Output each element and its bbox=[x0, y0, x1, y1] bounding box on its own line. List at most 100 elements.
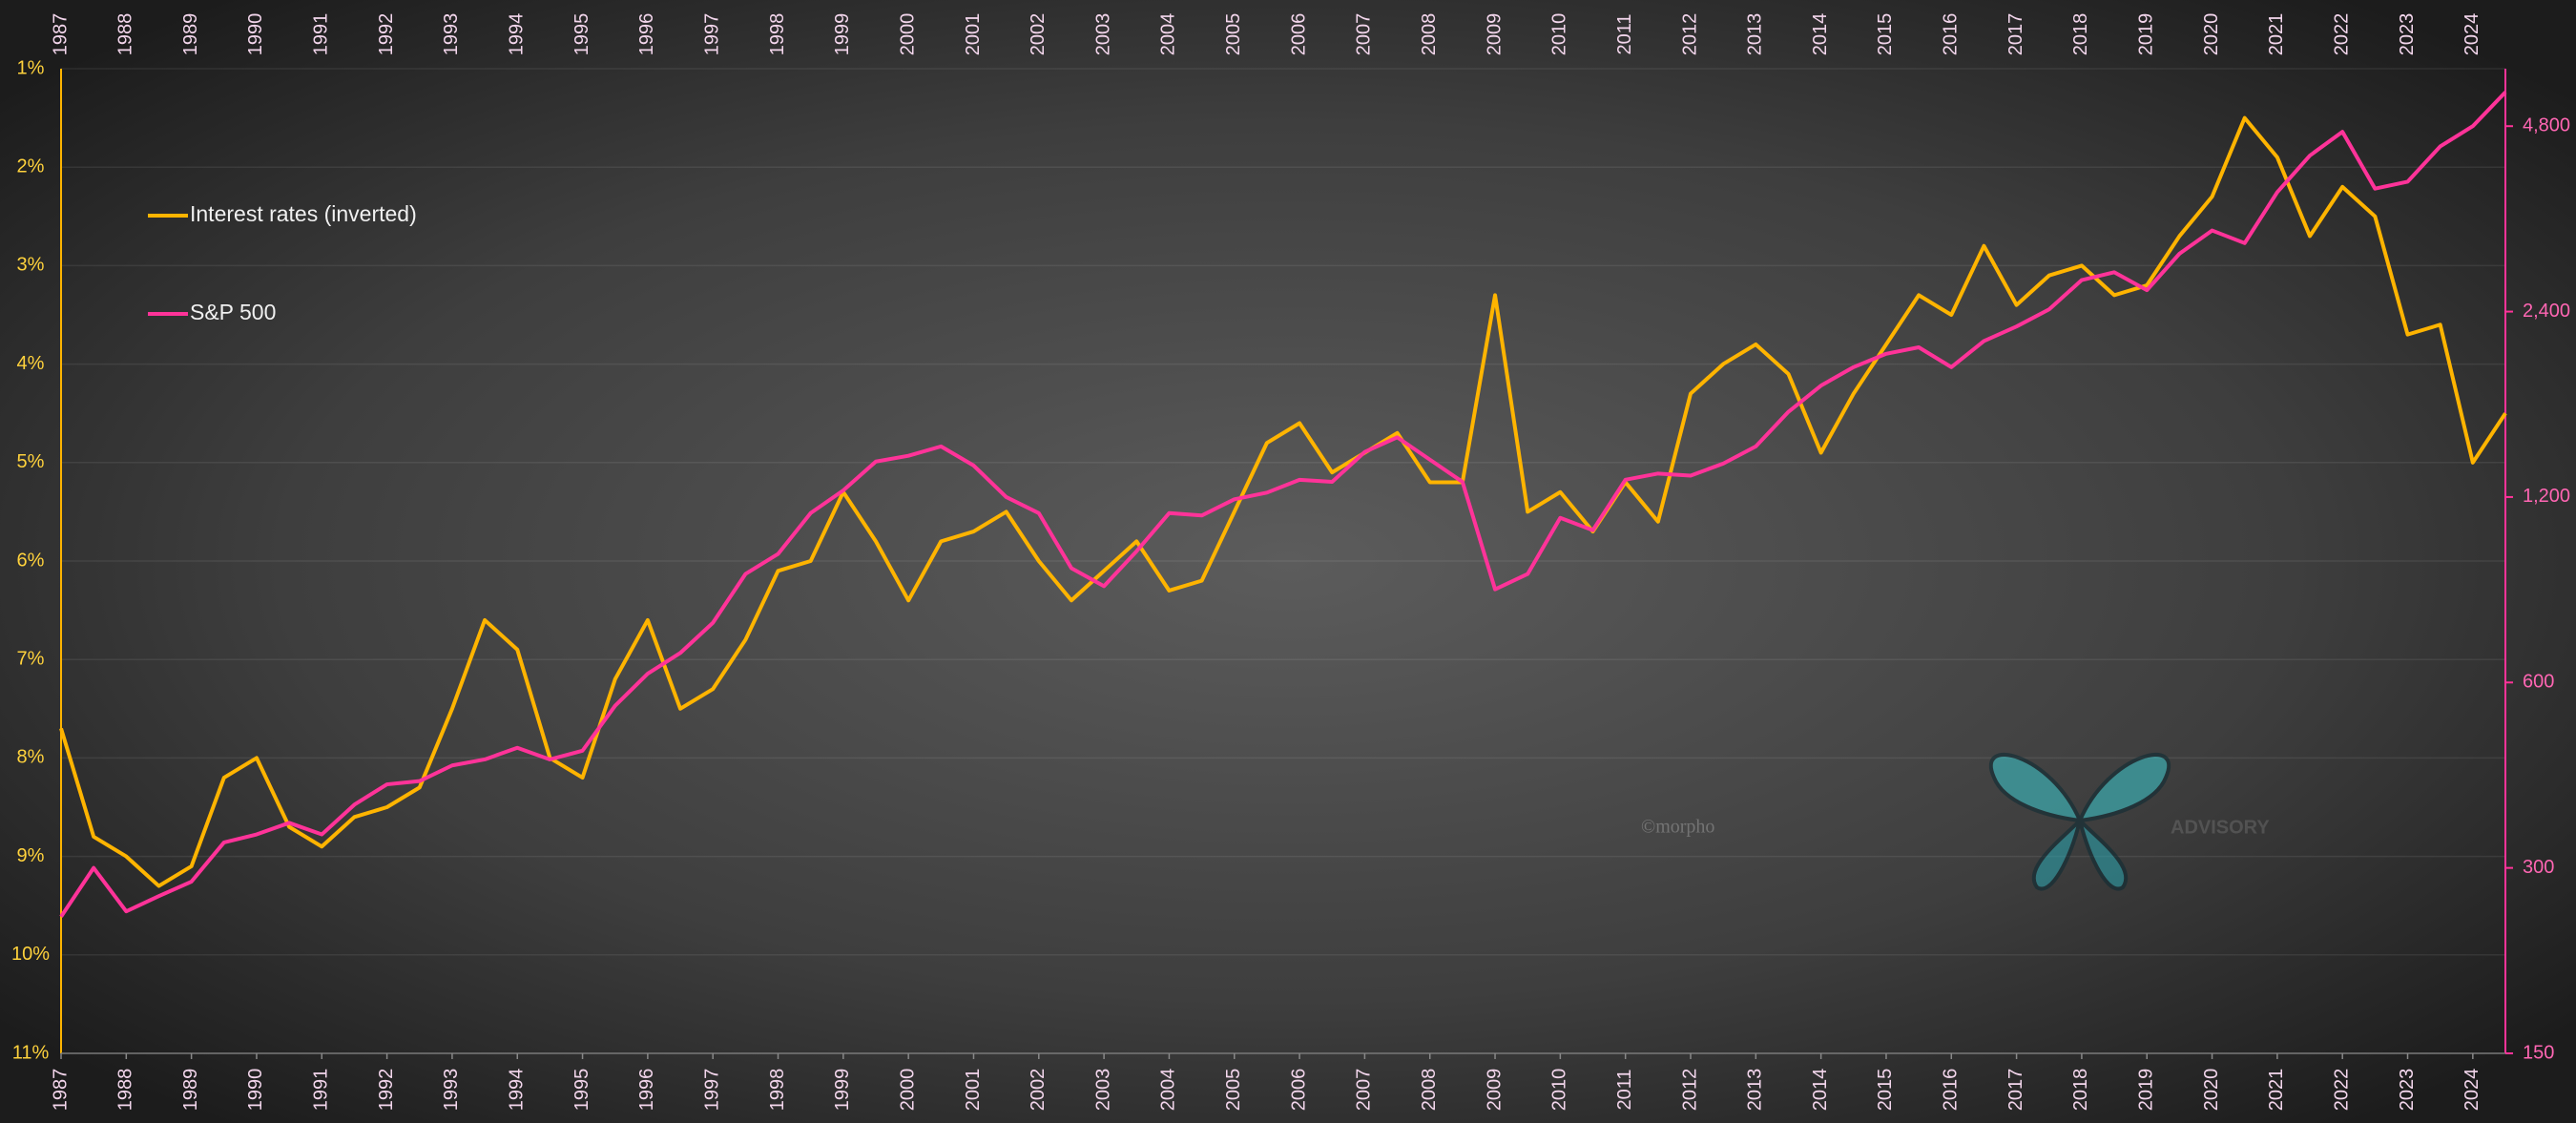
x-tick-label: 2023 bbox=[2397, 1069, 2418, 1112]
x-tick-label: 2000 bbox=[897, 13, 918, 56]
x-tick-label: 2006 bbox=[1288, 1069, 1309, 1112]
x-tick-label: 1995 bbox=[571, 1069, 592, 1112]
x-tick-label: 1988 bbox=[115, 1069, 136, 1112]
x-tick-label: 1989 bbox=[180, 1069, 201, 1112]
butterfly-logo bbox=[1988, 753, 2171, 891]
x-tick-label: 1991 bbox=[311, 1069, 332, 1112]
x-tick-label: 2017 bbox=[2005, 1069, 2026, 1112]
x-tick-label: 2009 bbox=[1484, 13, 1505, 56]
y-tick-label: 4% bbox=[17, 353, 45, 374]
y-tick-label: 11% bbox=[12, 1042, 50, 1063]
x-tick-label: 2015 bbox=[1875, 1069, 1896, 1112]
plot-area: 1% 2% 3% 4% 5% 6% 7% 8% 9% 10% 11% 150 300 600 1,200 2,… bbox=[11, 13, 2570, 1112]
x-tick-label: 1990 bbox=[245, 13, 266, 56]
series-line bbox=[59, 91, 2507, 918]
x-tick-label: 2014 bbox=[1810, 13, 1831, 56]
x-tick-label: 2018 bbox=[2070, 1069, 2091, 1112]
y2-tick-label: 4,800 bbox=[2523, 115, 2570, 136]
x-tick-label: 2015 bbox=[1875, 13, 1896, 56]
legend-label: S&P 500 bbox=[190, 300, 276, 324]
x-tick-label: 2011 bbox=[1614, 1069, 1635, 1110]
x-tick-label: 2011 bbox=[1614, 13, 1635, 54]
x-tick-label: 1998 bbox=[767, 13, 788, 56]
x-tick-label: 2018 bbox=[2070, 13, 2091, 56]
x-tick-label: 2008 bbox=[1419, 13, 1440, 56]
x-tick-label: 2006 bbox=[1288, 13, 1309, 56]
watermark-text: ©morpho bbox=[1641, 817, 1714, 838]
y-tick-label: 1% bbox=[17, 57, 45, 78]
x-tick-label: 1990 bbox=[245, 1069, 266, 1112]
x-tick-label: 1999 bbox=[832, 1069, 853, 1112]
x-tick-label: 1994 bbox=[507, 13, 528, 56]
y2-tick-label: 2,400 bbox=[2523, 301, 2570, 322]
y2-tick-label: 600 bbox=[2523, 672, 2554, 693]
x-tick-label: 2012 bbox=[1679, 1069, 1700, 1112]
x-tick-label: 1993 bbox=[441, 13, 462, 56]
y2-tick-label: 150 bbox=[2523, 1042, 2554, 1063]
x-tick-label: 2020 bbox=[2201, 13, 2222, 56]
x-tick-label: 2009 bbox=[1484, 1069, 1505, 1112]
x-tick-label: 1997 bbox=[701, 1069, 722, 1112]
legend-label: Interest rates (inverted) bbox=[190, 201, 417, 226]
x-tick-label: 2005 bbox=[1223, 13, 1244, 56]
y2-tick-label: 1,200 bbox=[2523, 486, 2570, 507]
x-tick-label: 2014 bbox=[1810, 1069, 1831, 1112]
x-tick-label: 2019 bbox=[2136, 1069, 2157, 1112]
x-tick-label: 1987 bbox=[50, 13, 71, 56]
x-tick-label: 2021 bbox=[2266, 1069, 2287, 1112]
series-line bbox=[59, 115, 2507, 888]
x-tick-label: 1992 bbox=[376, 1069, 397, 1112]
x-tick-label: 2010 bbox=[1549, 13, 1570, 56]
x-tick-label: 2024 bbox=[2462, 1069, 2483, 1112]
x-tick-label: 2020 bbox=[2201, 1069, 2222, 1112]
y-tick-label: 10% bbox=[11, 944, 50, 965]
x-tick-label: 2022 bbox=[2331, 1069, 2352, 1112]
x-tick-label: 2008 bbox=[1419, 1069, 1440, 1112]
x-tick-label: 2001 bbox=[963, 13, 984, 56]
y-tick-label: 7% bbox=[17, 648, 45, 669]
x-tick-label: 2002 bbox=[1028, 1069, 1049, 1112]
y-tick-label: 5% bbox=[17, 451, 45, 472]
x-tick-label: 2004 bbox=[1158, 1069, 1179, 1112]
x-tick-label: 2021 bbox=[2266, 13, 2287, 56]
x-tick-label: 1996 bbox=[636, 13, 657, 56]
x-tick-label: 1989 bbox=[180, 13, 201, 56]
x-tick-label: 2010 bbox=[1549, 1069, 1570, 1112]
x-tick-label: 2019 bbox=[2136, 13, 2157, 56]
x-tick-label: 2003 bbox=[1092, 1069, 1113, 1112]
x-tick-label: 2013 bbox=[1745, 1069, 1766, 1112]
x-tick-label: 2005 bbox=[1223, 1069, 1244, 1112]
x-tick-label: 2012 bbox=[1679, 13, 1700, 56]
y-tick-label: 3% bbox=[17, 255, 45, 276]
x-tick-label: 1991 bbox=[311, 13, 332, 56]
x-tick-label: 1988 bbox=[115, 13, 136, 56]
x-tick-label: 2016 bbox=[1941, 13, 1962, 56]
x-tick-label: 2017 bbox=[2005, 13, 2026, 56]
x-tick-label: 2023 bbox=[2397, 13, 2418, 56]
y-tick-label: 8% bbox=[17, 747, 45, 768]
y2-tick-label: 300 bbox=[2523, 857, 2554, 878]
x-tick-label: 2024 bbox=[2462, 13, 2483, 56]
x-tick-label: 2004 bbox=[1158, 13, 1179, 56]
x-tick-label: 1996 bbox=[636, 1069, 657, 1112]
x-tick-label: 1994 bbox=[507, 1069, 528, 1112]
watermark-text: ADVISORY bbox=[2171, 817, 2270, 838]
x-tick-label: 2022 bbox=[2331, 13, 2352, 56]
x-tick-label: 1992 bbox=[376, 13, 397, 56]
x-tick-label: 2007 bbox=[1354, 1069, 1375, 1112]
x-tick-label: 1997 bbox=[701, 13, 722, 56]
y-tick-label: 6% bbox=[17, 550, 45, 571]
x-tick-label: 2016 bbox=[1941, 1069, 1962, 1112]
y-tick-label: 2% bbox=[17, 156, 45, 177]
x-tick-label: 2002 bbox=[1028, 13, 1049, 56]
x-tick-label: 2001 bbox=[963, 1069, 984, 1112]
x-tick-label: 1999 bbox=[832, 13, 853, 56]
x-tick-label: 2003 bbox=[1092, 13, 1113, 56]
x-tick-label: 1987 bbox=[50, 1069, 71, 1112]
x-tick-label: 2013 bbox=[1745, 13, 1766, 56]
x-tick-label: 2007 bbox=[1354, 13, 1375, 56]
watermark: ©morpho ADVISORY bbox=[1641, 753, 2270, 891]
x-tick-label: 1993 bbox=[441, 1069, 462, 1112]
